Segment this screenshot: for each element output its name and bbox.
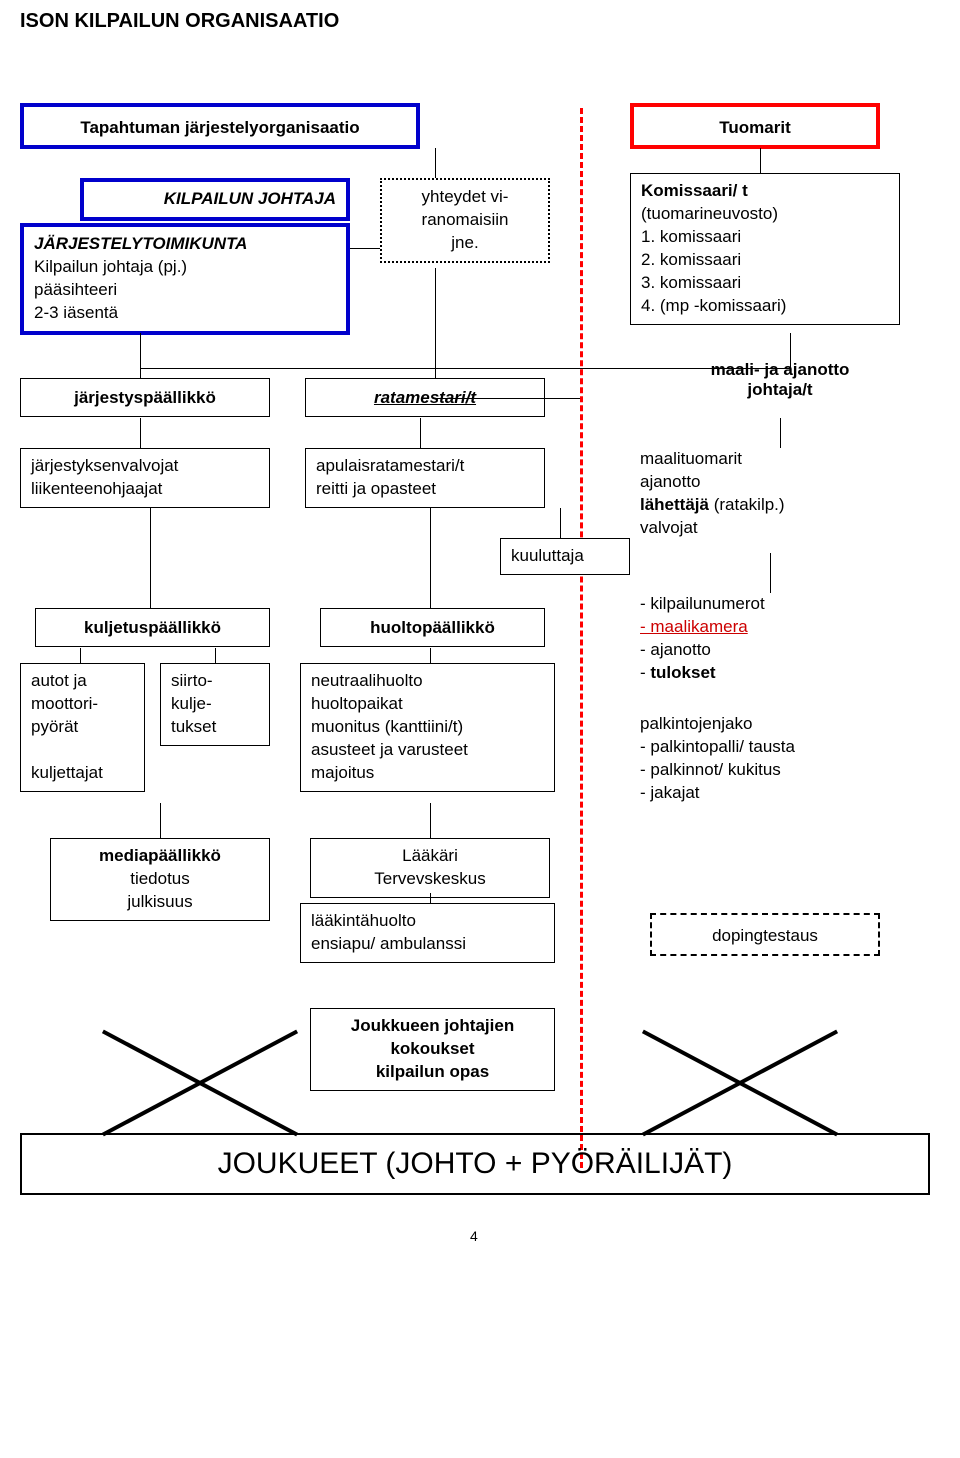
box-kuljetuspaallikko: kuljetuspäällikkö <box>35 608 270 647</box>
box-maalituomarit: maalituomarit ajanotto lähettäjä (rataki… <box>640 448 900 540</box>
box-joukkueen: Joukkueen johtajien kokoukset kilpailun … <box>310 1008 555 1091</box>
box-jarjestyspaallikko: järjestyspäällikkö <box>20 378 270 417</box>
box-laakintahuolto: lääkintähuolto ensiapu/ ambulanssi <box>300 903 555 963</box>
box-dopingtestaus: dopingtestaus <box>650 913 880 956</box>
page-number: 4 <box>470 1228 478 1244</box>
org-diagram: Tapahtuman järjestelyorganisaatio Tuomar… <box>20 48 940 1428</box>
box-jarjestyksenvalvojat: järjestyksenvalvojat liikenteenohjaajat <box>20 448 270 508</box>
box-jarjestelytoimikunta: JÄRJESTELYTOIMIKUNTA Kilpailun johtaja (… <box>20 223 350 335</box>
page-title: ISON KILPAILUN ORGANISAATIO <box>20 10 940 33</box>
box-kilpailunumerot: - kilpailunumerot - maalikamera - ajanot… <box>640 593 900 685</box>
box-komissaari: Komissaari/ t (tuomarineuvosto) 1. komis… <box>630 173 900 325</box>
box-siirto: siirto- kulje- tukset <box>160 663 270 746</box>
footer-joukueet: JOUKUEET (JOHTO + PYÖRÄILIJÄT) <box>20 1133 930 1195</box>
box-maali-ajanotto: maali- ja ajanotto johtaja/t <box>660 360 900 400</box>
box-tuomarit: Tuomarit <box>630 103 880 149</box>
box-huoltopaallikko: huoltopäällikkö <box>320 608 545 647</box>
box-neutraali: neutraalihuolto huoltopaikat muonitus (k… <box>300 663 555 792</box>
box-mediapaallikko: mediapäällikkö tiedotus julkisuus <box>50 838 270 921</box>
red-divider <box>580 108 583 1168</box>
box-palkintojenjako: palkintojenjako - palkintopalli/ tausta … <box>640 713 900 805</box>
box-tapahtuman: Tapahtuman järjestelyorganisaatio <box>20 103 420 149</box>
box-autot: autot ja moottori- pyörät kuljettajat <box>20 663 145 792</box>
box-laakari: Lääkäri Tervevskeskus <box>310 838 550 898</box>
box-apulaisratamestari: apulaisratamestari/t reitti ja opasteet <box>305 448 545 508</box>
box-yhteydet: yhteydet vi- ranomaisiin jne. <box>380 178 550 263</box>
box-kilpailun-johtaja: KILPAILUN JOHTAJA <box>80 178 350 221</box>
box-kuuluttaja: kuuluttaja <box>500 538 630 575</box>
